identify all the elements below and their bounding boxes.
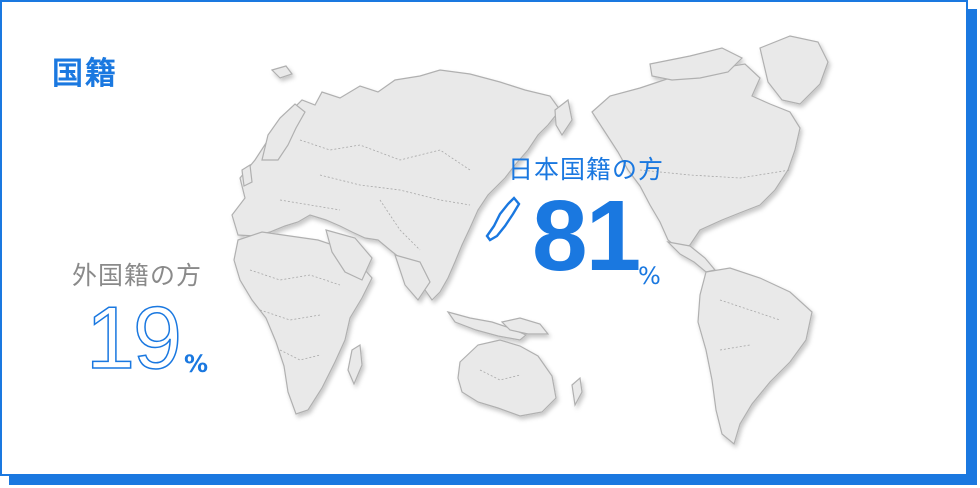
india-peninsula — [394, 254, 431, 301]
central-america — [666, 241, 717, 273]
japanese-nationality-label: 日本国籍の方 — [508, 155, 665, 184]
japan-highlight — [485, 196, 521, 242]
japanese-percent-unit: % — [638, 262, 661, 290]
arabia — [325, 229, 373, 281]
foreign-nationality-label: 外国籍の方 — [72, 261, 203, 290]
madagascar — [347, 343, 363, 386]
eurasia-landmass — [231, 69, 561, 301]
greenland — [759, 35, 829, 105]
arctic-islands — [649, 47, 744, 81]
foreign-percent-unit: % — [184, 350, 209, 378]
scandinavia — [261, 103, 306, 161]
south-america — [697, 267, 813, 446]
new-guinea — [500, 317, 550, 335]
iceland — [270, 65, 293, 79]
card-title: 国籍 — [52, 56, 118, 92]
japanese-nationality-percent: 81 — [532, 180, 641, 292]
new-zealand — [571, 376, 583, 407]
foreign-nationality-percent: 19 — [85, 288, 182, 387]
british-isles — [241, 163, 253, 187]
indonesia — [446, 310, 528, 341]
kamchatka — [554, 98, 573, 137]
